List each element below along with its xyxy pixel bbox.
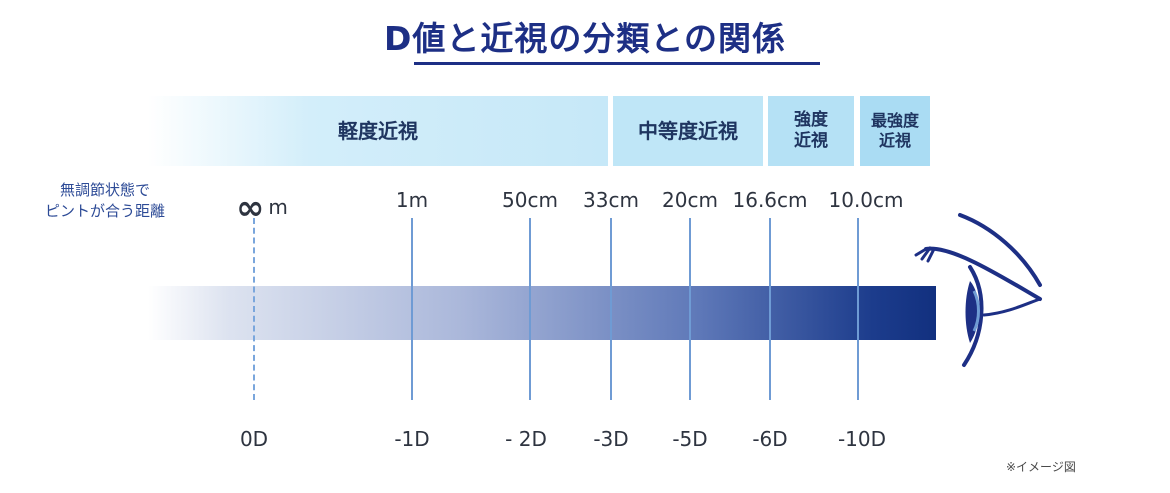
band-moderate-label: 中等度近視 xyxy=(638,118,738,143)
distance-label-infinity-unit: m xyxy=(268,195,288,219)
diopter-label: -3D xyxy=(593,427,629,451)
title-underline xyxy=(414,62,820,65)
band-mild-myopia: 軽度近視 xyxy=(148,96,608,166)
eye-icon xyxy=(914,213,1042,367)
diopter-line xyxy=(857,218,859,400)
band-severe-label-1: 最強度 xyxy=(870,111,919,130)
diopter-line xyxy=(610,218,612,400)
distance-label: 10.0cm xyxy=(828,188,904,212)
focus-distance-note-line1: 無調節状態で xyxy=(59,181,150,199)
diopter-line xyxy=(769,218,771,400)
band-moderate-myopia: 中等度近視 xyxy=(613,96,763,166)
diopter-label: - 2D xyxy=(505,427,547,451)
distance-label-infinity: ∞ m xyxy=(236,188,288,228)
band-strong-label-1: 強度 xyxy=(794,109,828,130)
diopter-line-zero xyxy=(253,218,255,400)
diopter-line xyxy=(689,218,691,400)
band-severe-label-2: 近視 xyxy=(878,131,911,150)
diopter-label: -10D xyxy=(837,427,887,451)
diopter-label: -1D xyxy=(394,427,430,451)
distance-label: 33cm xyxy=(583,188,639,212)
infinity-icon: ∞ xyxy=(236,188,265,228)
distance-label: 20cm xyxy=(662,188,718,212)
diopter-label: -5D xyxy=(672,427,708,451)
diopter-line xyxy=(529,218,531,400)
focus-distance-note-line2: ピントが合う距離 xyxy=(44,202,165,220)
band-mild-label: 軽度近視 xyxy=(338,118,418,143)
distance-label: 1m xyxy=(395,188,429,212)
page-title: D値と近視の分類との関係 xyxy=(383,19,787,58)
band-strong-myopia: 強度 近視 xyxy=(768,96,854,166)
myopia-gradient-bar xyxy=(148,286,936,340)
diopter-label: 0D xyxy=(239,427,269,451)
distance-label: 16.6cm xyxy=(732,188,808,212)
focus-distance-note: 無調節状態で ピントが合う距離 xyxy=(10,180,200,222)
image-note: ※イメージ図 xyxy=(1006,460,1076,474)
diopter-line xyxy=(411,218,413,400)
diopter-label: -6D xyxy=(752,427,788,451)
band-severe-myopia: 最強度 近視 xyxy=(860,96,930,166)
band-strong-label-2: 近視 xyxy=(794,131,828,151)
distance-label: 50cm xyxy=(502,188,558,212)
